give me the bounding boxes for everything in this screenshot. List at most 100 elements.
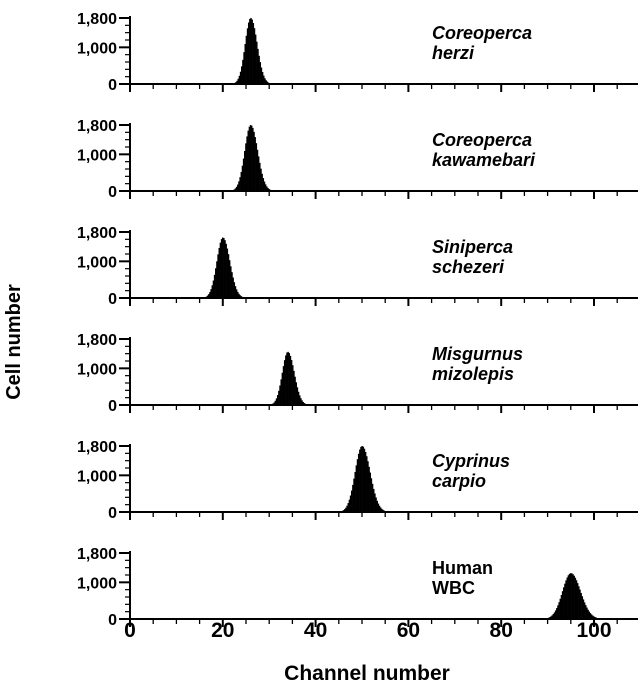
histogram-bar bbox=[236, 80, 238, 84]
histogram-bar bbox=[360, 446, 362, 512]
histogram-bar bbox=[280, 379, 282, 405]
histogram-bar bbox=[230, 266, 232, 298]
histogram-bar bbox=[299, 395, 301, 405]
y-tick-label: 1,000 bbox=[77, 361, 117, 378]
x-tick-label: 0 bbox=[124, 619, 136, 642]
histogram-bar bbox=[569, 573, 572, 619]
histogram-bar bbox=[256, 149, 259, 191]
histogram-bar bbox=[273, 402, 275, 405]
x-tick-label: 100 bbox=[576, 619, 611, 642]
histogram-bar bbox=[244, 43, 246, 84]
histogram-bar bbox=[246, 28, 249, 84]
histogram-bar bbox=[244, 150, 246, 191]
histogram-bar bbox=[349, 495, 352, 512]
histogram-bar bbox=[237, 291, 239, 298]
x-tick-label: 20 bbox=[211, 619, 234, 642]
histogram-bar bbox=[582, 599, 585, 619]
histogram-bar bbox=[285, 355, 287, 405]
histogram-bar bbox=[204, 297, 207, 298]
histogram-bar bbox=[565, 580, 567, 619]
y-tick-label: 1,000 bbox=[77, 575, 117, 592]
histogram-bar bbox=[567, 575, 570, 619]
histogram-bar bbox=[556, 608, 558, 619]
histogram-bar bbox=[550, 616, 552, 619]
histogram-bar bbox=[341, 510, 344, 512]
histogram-bar bbox=[242, 158, 245, 191]
histogram-bar bbox=[593, 616, 595, 619]
histogram-bar bbox=[237, 78, 239, 84]
histogram-bar bbox=[238, 75, 241, 84]
histogram-bar bbox=[240, 296, 243, 298]
histogram-bar bbox=[256, 41, 258, 84]
histogram-bar bbox=[238, 181, 240, 191]
histogram-bar bbox=[250, 125, 253, 191]
histogram-bar bbox=[587, 609, 589, 619]
histogram-bar bbox=[264, 184, 267, 191]
histogram-bar bbox=[553, 612, 556, 619]
histogram-bar bbox=[385, 511, 388, 512]
species-label-line1: Siniperca bbox=[432, 237, 513, 257]
y-tick-label: 0 bbox=[108, 77, 117, 94]
species-label-line1: Misgurnus bbox=[432, 344, 523, 364]
histogram-bar bbox=[259, 162, 261, 191]
histogram-bar bbox=[583, 602, 586, 619]
histogram-bar bbox=[376, 500, 378, 512]
species-label-line1: Coreoperca bbox=[432, 23, 532, 43]
histogram-bar bbox=[369, 472, 371, 512]
species-label-line2: herzi bbox=[432, 43, 475, 63]
histogram-bar bbox=[294, 376, 296, 405]
histogram-bar bbox=[290, 360, 293, 405]
histogram-bar bbox=[211, 285, 214, 298]
histogram-bar bbox=[249, 18, 251, 84]
histogram-bar bbox=[258, 55, 260, 84]
histogram-bar bbox=[381, 508, 383, 512]
histogram-bar bbox=[574, 577, 577, 619]
histogram-bar bbox=[260, 168, 262, 191]
histogram-bar bbox=[246, 136, 248, 191]
histogram-bar bbox=[350, 490, 353, 512]
histogram-bar bbox=[252, 127, 254, 191]
histogram-bar bbox=[368, 466, 370, 512]
histogram-bar bbox=[262, 178, 265, 191]
y-tick-label: 1,800 bbox=[77, 546, 117, 563]
histogram-bar bbox=[242, 297, 245, 298]
histogram-bar bbox=[371, 483, 374, 512]
histogram-bar bbox=[237, 184, 239, 191]
histogram-bar bbox=[235, 289, 238, 298]
histogram-bar bbox=[576, 583, 579, 619]
histogram-bar bbox=[282, 366, 285, 405]
histogram-bar bbox=[216, 261, 218, 298]
histogram-bar bbox=[589, 613, 592, 619]
histogram-bar bbox=[245, 35, 248, 84]
histogram-bar bbox=[374, 493, 376, 512]
histogram-bar bbox=[268, 188, 270, 191]
histogram-bar bbox=[563, 587, 565, 619]
histogram-bar bbox=[272, 403, 274, 405]
histogram-bar bbox=[586, 607, 588, 619]
histogram-bar bbox=[243, 52, 245, 84]
histogram-bar bbox=[265, 80, 267, 84]
histogram-bar bbox=[217, 254, 219, 298]
histogram-bar bbox=[259, 62, 262, 84]
histogram-bar bbox=[271, 404, 273, 405]
y-tick-label: 0 bbox=[108, 612, 117, 629]
histogram-bar bbox=[289, 355, 292, 405]
histogram-bar bbox=[278, 390, 280, 405]
y-tick-label: 1,800 bbox=[77, 225, 117, 242]
species-label-line1: Human bbox=[432, 558, 493, 578]
histogram-bar bbox=[240, 171, 243, 191]
histogram-bar bbox=[597, 618, 600, 619]
histogram-bar bbox=[581, 596, 584, 619]
histogram-bar bbox=[221, 237, 224, 298]
histogram-bar bbox=[552, 614, 555, 619]
histogram-bar bbox=[561, 591, 564, 619]
x-tick-label: 60 bbox=[397, 619, 420, 642]
histogram-bar bbox=[241, 296, 244, 298]
histogram-bar bbox=[363, 448, 366, 512]
histogram-bar bbox=[252, 23, 255, 84]
histogram-bar bbox=[590, 614, 593, 619]
